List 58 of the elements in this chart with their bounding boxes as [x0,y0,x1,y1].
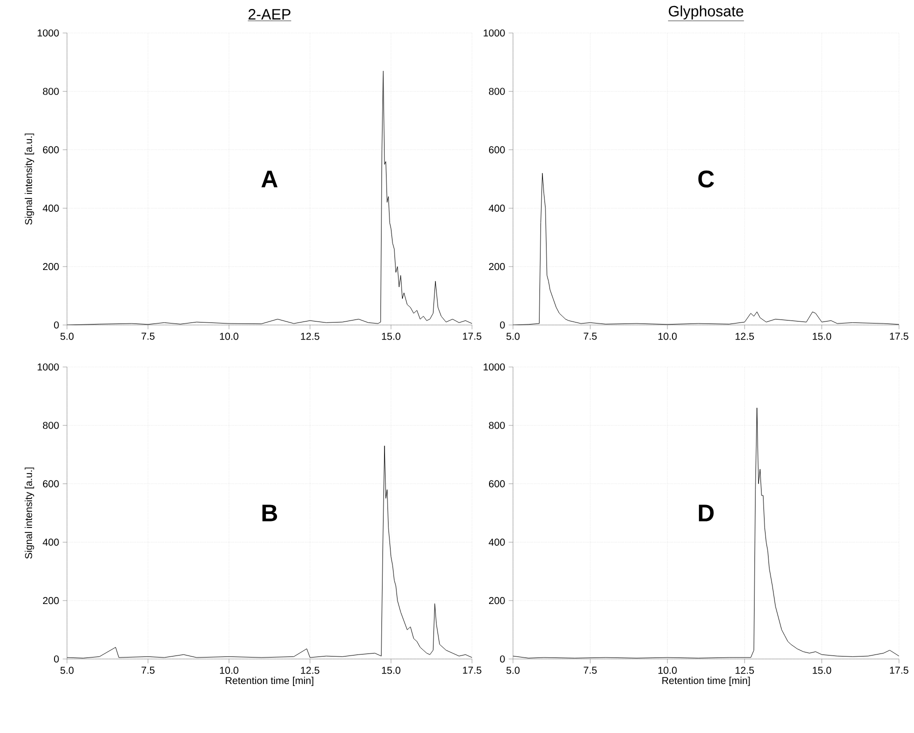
y-tick-label: 400 [488,538,505,546]
y-tick-label: 600 [489,480,505,488]
x-tick-label: 17.5 [463,332,482,340]
y-tick-label: 400 [42,204,59,212]
x-tick-label: 12.5 [736,332,754,340]
x-tick-label: 15.0 [812,332,832,340]
x-tick-label: 10.0 [220,666,238,674]
x-tick-label: 15.0 [382,666,400,674]
x-tick-label: 10.0 [658,332,677,340]
y-axis-title: Signal intensity [a.u.] [24,468,34,559]
x-tick-label: 12.5 [301,666,320,674]
chart-title: Glyphosate [668,5,744,20]
y-tick-label: 1000 [38,363,59,371]
x-tick-label: 10.0 [220,332,238,340]
x-tick-label: 10.0 [658,666,677,674]
x-tick-label: 5.0 [506,666,520,674]
annotation: D [698,504,714,522]
y-tick-label: 200 [43,597,59,604]
x-tick-label: 12.5 [301,332,320,340]
x-tick-label: 15.0 [382,332,400,340]
y-tick-label: 200 [43,263,59,270]
y-tick-label: 400 [42,538,59,546]
y-tick-label: 400 [488,204,505,212]
x-tick-label: 17.5 [890,666,908,674]
y-tick-label: 800 [488,88,505,95]
annotation: C [698,170,714,188]
x-tick-label: 17.5 [890,332,908,340]
x-tick-label: 17.5 [463,666,482,674]
y-tick-label: 1000 [484,29,505,37]
y-tick-label: 600 [489,146,505,154]
x-axis-title: Retention time [min] [226,676,314,686]
x-tick-label: 5.0 [60,666,74,674]
y-tick-label: 0 [500,655,505,663]
y-tick-label: 0 [54,321,59,329]
y-tick-label: 1000 [38,29,59,37]
y-tick-label: 600 [43,480,59,488]
y-tick-label: 600 [43,146,59,154]
y-tick-label: 800 [488,422,505,429]
x-tick-label: 7.5 [142,332,155,340]
y-tick-label: 800 [42,88,59,95]
x-tick-label: 15.0 [812,666,832,674]
annotation: A [261,170,278,188]
x-tick-label: 5.0 [60,332,74,340]
y-tick-label: 0 [54,655,59,663]
x-tick-label: 7.5 [584,332,597,340]
y-tick-label: 0 [500,321,505,329]
x-tick-label: 7.5 [142,666,155,674]
x-tick-label: 5.0 [506,332,520,340]
x-axis-title: Retention time [min] [662,676,750,686]
chart-title: 2-AEP [248,8,290,20]
y-tick-label: 800 [42,422,59,429]
x-tick-label: 7.5 [584,666,597,674]
y-tick-label: 1000 [484,363,505,371]
annotation: B [262,504,278,522]
y-axis-title: Signal intensity [a.u.] [24,134,34,225]
x-tick-label: 12.5 [736,666,754,674]
y-tick-label: 200 [489,263,505,270]
y-tick-label: 200 [489,597,505,604]
